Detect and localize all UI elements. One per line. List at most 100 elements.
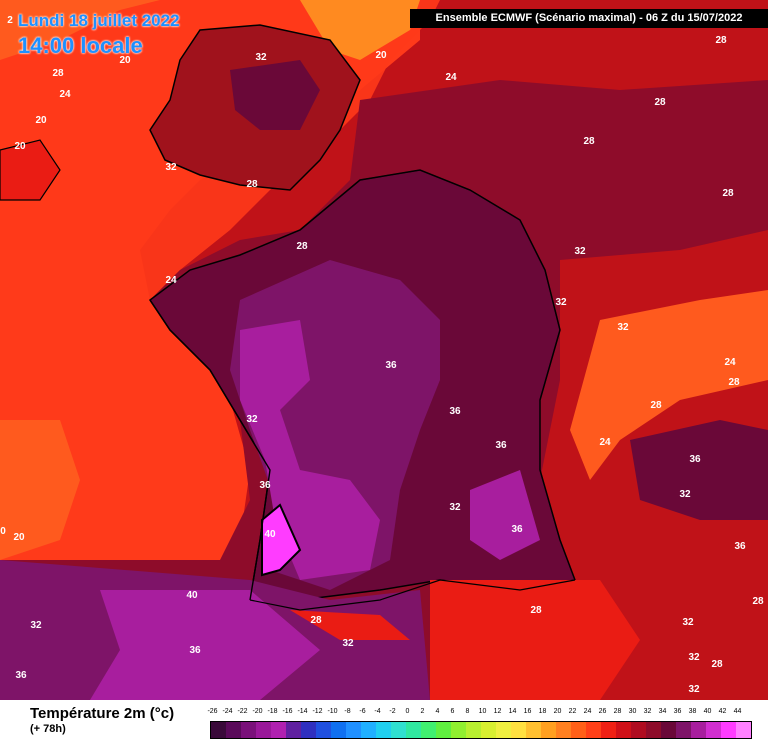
legend-tick-label: 8	[465, 708, 470, 715]
legend-swatch	[271, 722, 286, 738]
legend-tick-label: 6	[450, 708, 455, 715]
legend-tick-label: 0	[405, 708, 410, 715]
legend-swatch	[511, 722, 526, 738]
med-coast	[249, 579, 576, 611]
legend-tick-label: 26	[598, 708, 607, 715]
pyrenees-28	[290, 610, 410, 640]
isotherm-label: 32	[682, 617, 694, 628]
isotherm-label: 24	[445, 72, 457, 83]
legend-swatch	[436, 722, 451, 738]
legend-swatch	[451, 722, 466, 738]
variable-label: Température 2m (°c)	[30, 705, 175, 722]
legend-tick-label: 2	[420, 708, 425, 715]
britain-hot-core	[230, 60, 320, 130]
isotherm-label: 24	[165, 275, 177, 286]
legend-swatch	[241, 722, 256, 738]
legend-tick-label: 4	[435, 708, 440, 715]
isotherm-label: 32	[255, 52, 267, 63]
legend-tick-label: -20	[252, 708, 263, 715]
isotherm-label: 28	[530, 605, 542, 616]
france-border	[299, 169, 576, 581]
isotherm-label: 36	[15, 670, 27, 681]
isotherm-label: 32	[342, 638, 354, 649]
isotherm-label: 28	[715, 35, 727, 46]
legend-swatch	[556, 722, 571, 738]
isotherm-label: 28	[752, 596, 764, 607]
isotherm-label: 28	[654, 97, 666, 108]
isotherm-label: 28	[728, 377, 740, 388]
spain-hot-zone	[90, 590, 320, 700]
legend-tick-label: 20	[553, 708, 562, 715]
isotherm-label: 0	[0, 526, 6, 537]
legend-swatch	[586, 722, 601, 738]
isotherm-label: 36	[449, 406, 461, 417]
legend-tick-label: -2	[389, 708, 396, 715]
isotherm-label: 36	[259, 480, 271, 491]
isotherm-label: 36	[734, 541, 746, 552]
legend-tick-label: 42	[718, 708, 727, 715]
legend-swatch	[631, 722, 646, 738]
legend-tick-label: 22	[568, 708, 577, 715]
isotherm-label: 28	[52, 68, 64, 79]
legend-tick-label: 30	[628, 708, 637, 715]
legend-swatch	[331, 722, 346, 738]
legend-swatch	[226, 722, 241, 738]
isotherm-label: 20	[35, 115, 47, 126]
legend-tick-label: -26	[207, 708, 218, 715]
isotherm-label: 32	[165, 162, 177, 173]
mediterranean-field	[430, 580, 640, 700]
legend-swatch	[541, 722, 556, 738]
legend-swatch	[706, 722, 721, 738]
isotherm-label: 32	[688, 652, 700, 663]
legend-swatch	[526, 722, 541, 738]
legend-tick-label: 38	[688, 708, 697, 715]
legend-swatch	[346, 722, 361, 738]
legend-swatch	[646, 722, 661, 738]
legend-tick-label: 40	[703, 708, 712, 715]
isotherm-label: 24	[59, 89, 71, 100]
legend-swatch	[481, 722, 496, 738]
legend-tick-label: -14	[297, 708, 308, 715]
legend-tick-label: 14	[508, 708, 517, 715]
legend-swatch	[466, 722, 481, 738]
legend-swatch	[301, 722, 316, 738]
legend-tick-label: 12	[493, 708, 502, 715]
rhone-hot-zone	[470, 470, 540, 560]
isotherm-label: 20	[119, 55, 131, 66]
legend-colorbar	[210, 721, 752, 739]
forecast-time-title: 14:00 locale	[18, 33, 143, 58]
isotherm-label: 28	[711, 659, 723, 670]
north-italy-hot	[630, 420, 768, 520]
isotherm-label: 28	[310, 615, 322, 626]
isotherm-label: 28	[650, 400, 662, 411]
legend-swatch	[691, 722, 706, 738]
isotherm-label: 36	[511, 524, 523, 535]
legend-swatch	[571, 722, 586, 738]
model-run-banner: Ensemble ECMWF (Scénario maximal) - 06 Z…	[410, 9, 768, 28]
legend-swatch	[376, 722, 391, 738]
isotherm-label: 32	[449, 502, 461, 513]
coast-west	[149, 299, 271, 601]
legend-swatch	[391, 722, 406, 738]
isotherm-label: 32	[30, 620, 42, 631]
legend-swatch	[406, 722, 421, 738]
isotherm-label: 40	[264, 529, 276, 540]
isotherm-label: 40	[186, 590, 198, 601]
isotherm-label: 24	[599, 437, 611, 448]
landes-40-zone	[261, 503, 302, 577]
isotherm-label: 28	[296, 241, 308, 252]
legend-swatch	[496, 722, 511, 738]
legend-tick-label: -10	[327, 708, 338, 715]
legend-tick-label: 32	[643, 708, 652, 715]
ireland-land	[0, 139, 61, 201]
legend-tick-label: 28	[613, 708, 622, 715]
legend-swatch	[421, 722, 436, 738]
isotherm-label: 36	[385, 360, 397, 371]
legend-tick-label: -22	[237, 708, 248, 715]
legend-footer: Température 2m (°c) (+ 78h) -26 -24 -22 -20…	[0, 700, 768, 742]
legend-ticks: -26 -24 -22 -20 -18 -16 -14 -12 -10 -8 -6 -4 -2 0 2 4 6 8…	[205, 708, 745, 718]
legend-swatch	[736, 722, 751, 738]
isotherm-label: 36	[689, 454, 701, 465]
isotherm-labels: 2 32 20 28 28 24 24 20 28 20 32 28 20 28…	[0, 15, 764, 695]
temperature-map: 2 32 20 28 28 24 24 20 28 20 32 28 20 28…	[0, 0, 768, 700]
